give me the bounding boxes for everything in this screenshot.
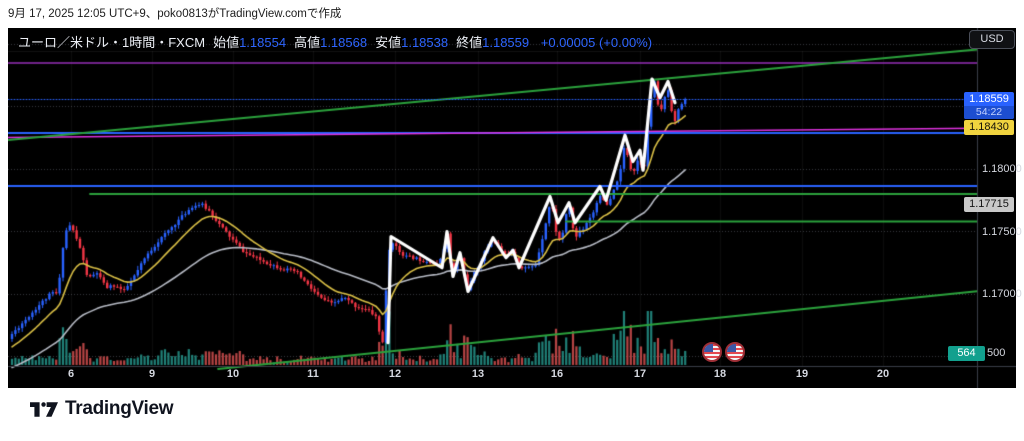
time-axis-tick: 19 xyxy=(795,368,809,380)
time-axis-tick: 16 xyxy=(550,368,564,380)
economic-event-us-flag-icon[interactable] xyxy=(702,342,722,362)
time-axis-tick: 13 xyxy=(471,368,485,380)
attribution-text: 9月 17, 2025 12:05 UTC+9、poko0813がTrading… xyxy=(8,8,342,20)
time-axis-tick: 12 xyxy=(388,368,402,380)
time-axis-tick: 6 xyxy=(67,368,75,380)
chart-panel: ユーロ／米ドル・1時間・FXCM 始値1.18554 高値1.18568 安値1.18… xyxy=(8,28,1022,388)
currency-button[interactable]: USD xyxy=(969,30,1015,49)
last-price-value: 1.18559 xyxy=(969,93,1009,105)
change-value: +0.00005 (+0.00%) xyxy=(540,35,653,50)
ohlc-legend: ユーロ／米ドル・1時間・FXCM 始値1.18554 高値1.18568 安値1.18… xyxy=(18,32,652,51)
ohlc-field-value: 1.18559 xyxy=(482,35,530,50)
ohlc-field-value: 1.18554 xyxy=(239,35,287,50)
tradingview-logo[interactable]: TradingView xyxy=(30,398,174,420)
price-axis-tick: 1.18000 xyxy=(982,163,1022,175)
ohlc-field-label: 安値 xyxy=(375,35,402,50)
tradingview-logo-text: TradingView xyxy=(65,398,174,419)
time-axis-tick: 9 xyxy=(148,368,156,380)
ohlc-field-value: 1.18538 xyxy=(401,35,449,50)
time-axis-tick: 11 xyxy=(307,368,319,380)
symbol-title: ユーロ／米ドル・1時間・FXCM xyxy=(18,35,206,50)
volume-value-badge: 564 xyxy=(948,346,985,361)
ma-slow-value-badge: 1.17715 xyxy=(964,197,1014,212)
ohlc-field-label: 高値 xyxy=(294,35,321,50)
ohlc-field-label: 終値 xyxy=(456,35,483,50)
time-axis-tick: 20 xyxy=(876,368,890,380)
bar-countdown: 54:22 xyxy=(964,106,1014,119)
last-price-badge: 1.18559 54:22 xyxy=(964,92,1014,119)
price-axis-tick-partial: 500 xyxy=(987,347,1006,359)
time-axis-tick: 10 xyxy=(226,368,240,380)
time-axis-tick: 18 xyxy=(713,368,727,380)
price-axis-tick: 1.17000 xyxy=(982,288,1022,300)
ma-fast-value-badge: 1.18430 xyxy=(964,120,1014,135)
price-chart-canvas[interactable] xyxy=(8,28,1016,388)
economic-event-us-flag-icon[interactable] xyxy=(725,342,745,362)
time-axis-tick: 17 xyxy=(633,368,647,380)
tradingview-logo-icon xyxy=(30,399,58,420)
price-axis-tick: 1.17500 xyxy=(982,225,1022,238)
ohlc-field-label: 始値 xyxy=(213,35,240,50)
ohlc-field-value: 1.18568 xyxy=(320,35,368,50)
